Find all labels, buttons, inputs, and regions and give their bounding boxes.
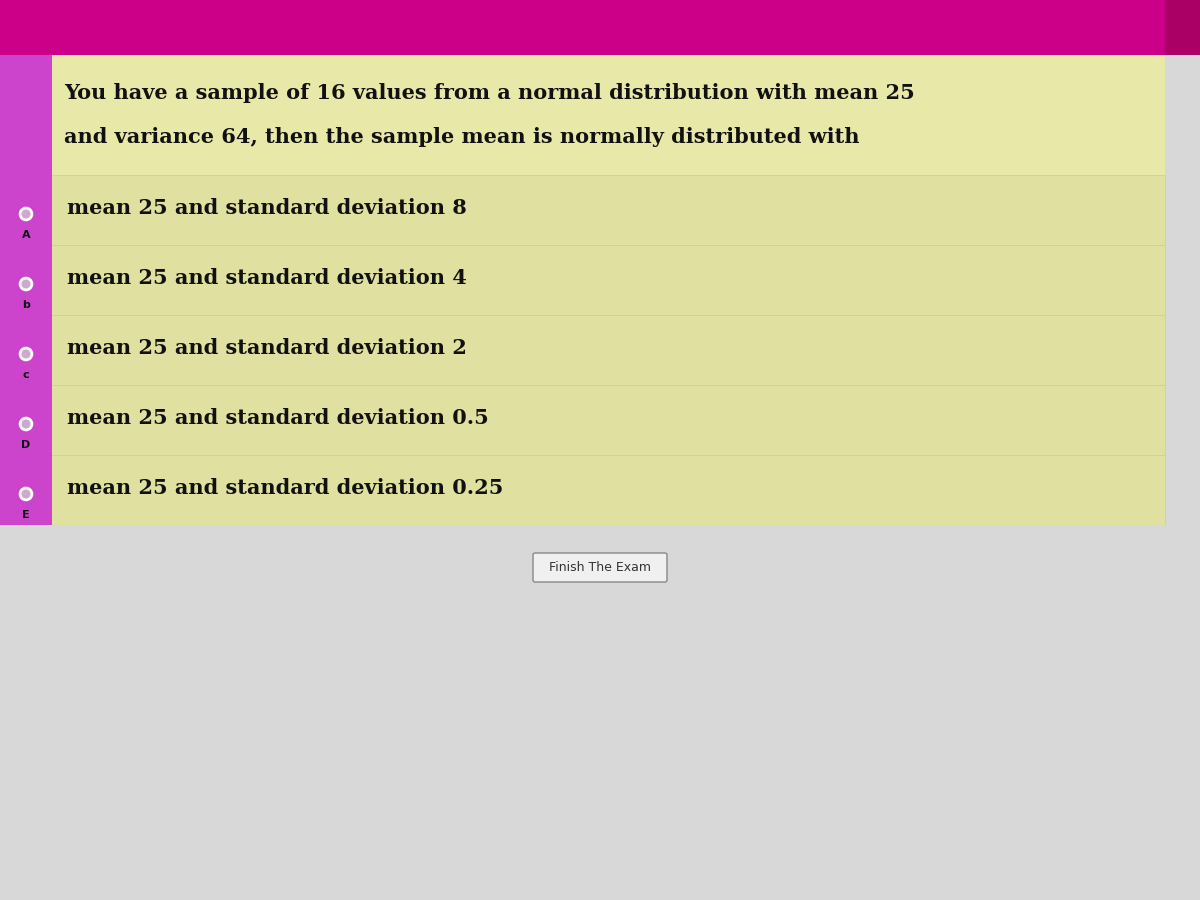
FancyBboxPatch shape — [0, 455, 1165, 525]
Text: mean 25 and standard deviation 0.5: mean 25 and standard deviation 0.5 — [67, 408, 488, 428]
FancyBboxPatch shape — [0, 315, 1165, 385]
Circle shape — [22, 420, 30, 427]
FancyBboxPatch shape — [0, 245, 52, 315]
FancyBboxPatch shape — [0, 525, 1200, 900]
FancyBboxPatch shape — [0, 245, 1165, 315]
FancyBboxPatch shape — [0, 175, 52, 245]
Text: c: c — [23, 370, 29, 380]
FancyBboxPatch shape — [0, 55, 1165, 175]
Circle shape — [19, 418, 32, 430]
Circle shape — [22, 350, 30, 358]
Circle shape — [22, 491, 30, 498]
Text: mean 25 and standard deviation 4: mean 25 and standard deviation 4 — [67, 268, 467, 288]
Circle shape — [19, 207, 32, 220]
Text: E: E — [22, 510, 30, 520]
FancyBboxPatch shape — [0, 385, 52, 455]
FancyBboxPatch shape — [0, 0, 1200, 55]
Text: mean 25 and standard deviation 8: mean 25 and standard deviation 8 — [67, 198, 467, 218]
Text: mean 25 and standard deviation 2: mean 25 and standard deviation 2 — [67, 338, 467, 358]
Circle shape — [22, 280, 30, 288]
FancyBboxPatch shape — [0, 175, 1165, 245]
Text: b: b — [22, 300, 30, 310]
Circle shape — [14, 343, 37, 365]
Text: D: D — [22, 440, 31, 450]
Circle shape — [14, 203, 37, 225]
FancyBboxPatch shape — [0, 315, 52, 385]
Text: and variance 64, then the sample mean is normally distributed with: and variance 64, then the sample mean is… — [64, 127, 859, 147]
Text: You have a sample of 16 values from a normal distribution with mean 25: You have a sample of 16 values from a no… — [64, 84, 914, 104]
Circle shape — [19, 277, 32, 291]
FancyBboxPatch shape — [0, 55, 52, 175]
Circle shape — [14, 483, 37, 505]
Circle shape — [14, 273, 37, 295]
FancyBboxPatch shape — [0, 385, 1165, 455]
FancyBboxPatch shape — [1165, 0, 1200, 55]
Circle shape — [19, 347, 32, 361]
Circle shape — [14, 413, 37, 435]
Text: mean 25 and standard deviation 0.25: mean 25 and standard deviation 0.25 — [67, 478, 503, 498]
Circle shape — [19, 488, 32, 500]
Text: Finish The Exam: Finish The Exam — [550, 561, 650, 574]
FancyBboxPatch shape — [0, 455, 52, 525]
Circle shape — [22, 210, 30, 218]
FancyBboxPatch shape — [533, 553, 667, 582]
Text: A: A — [22, 230, 30, 240]
